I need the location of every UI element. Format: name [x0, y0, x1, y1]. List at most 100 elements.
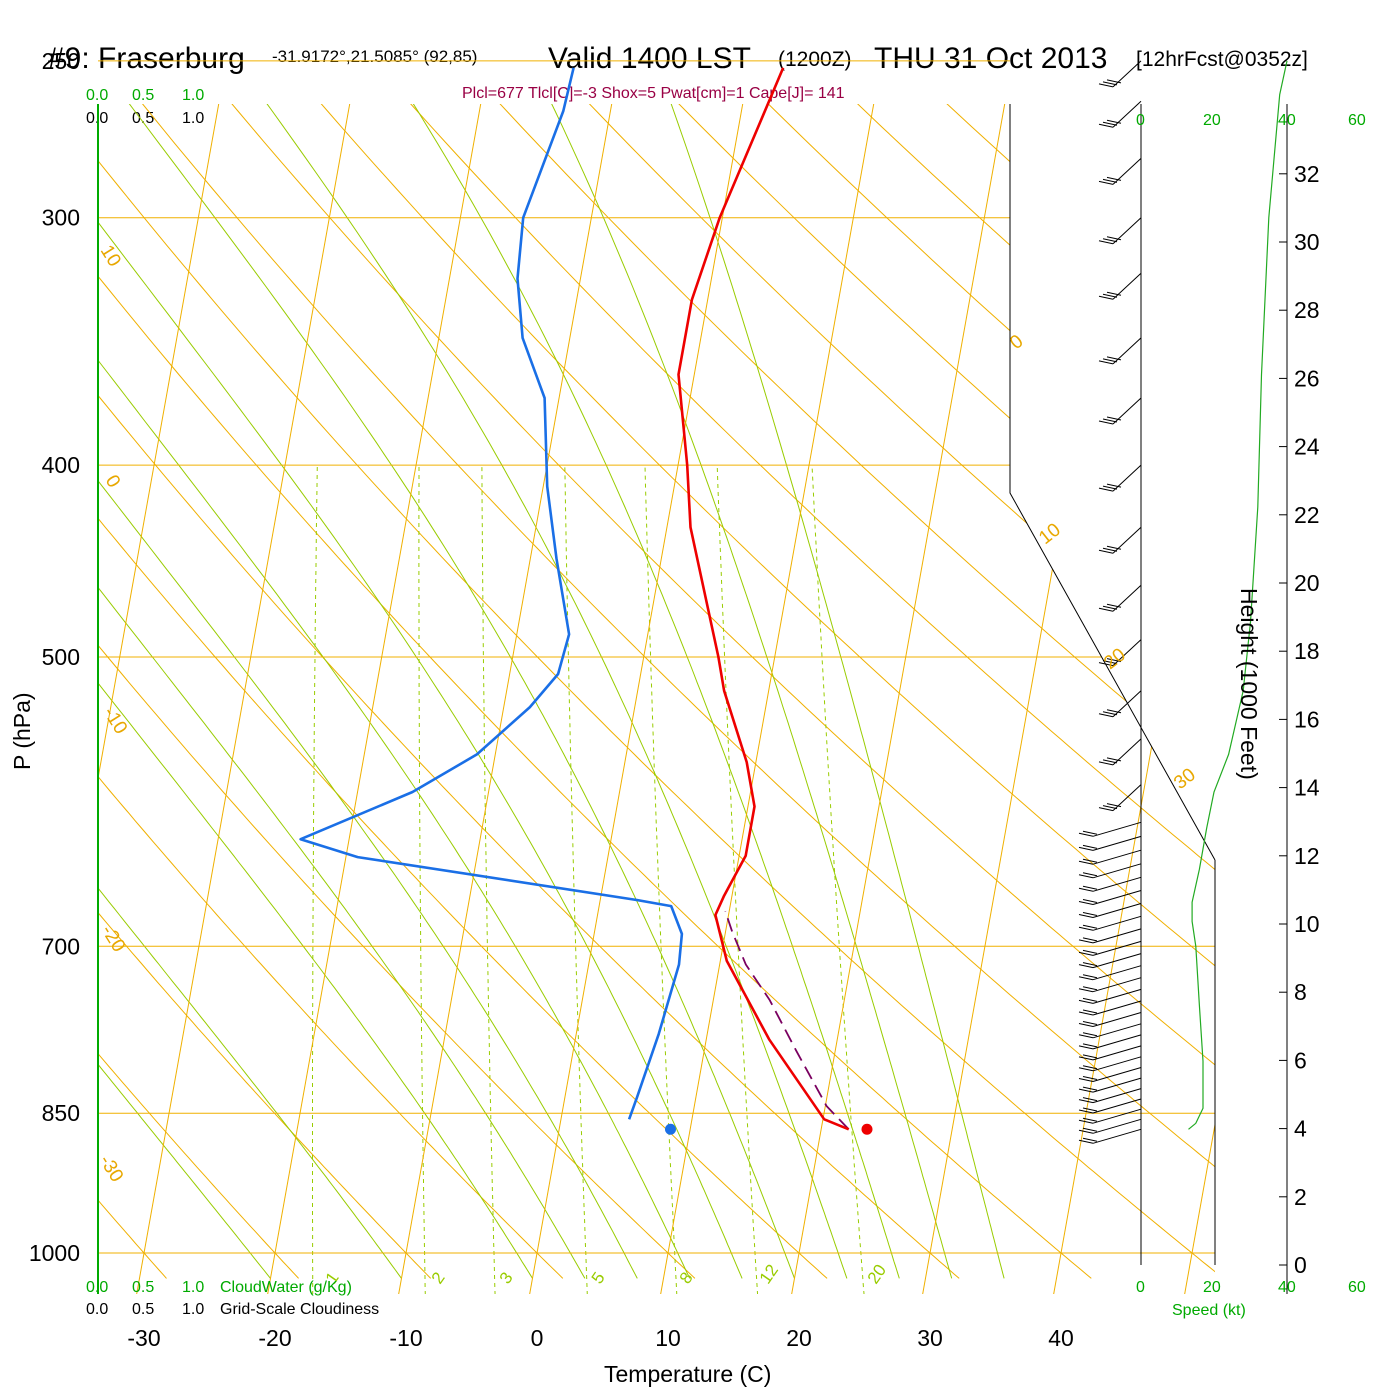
- dry-adiabat-line: [0, 26, 34, 1279]
- temperature-tick-label: 20: [786, 1325, 812, 1351]
- barb-flag: [1102, 660, 1118, 665]
- isotherm-label: 30: [1170, 764, 1200, 794]
- wind-barb: [1078, 953, 1142, 969]
- moist-adiabat-line: [98, 104, 743, 1279]
- barb-flag: [1106, 757, 1122, 762]
- barb-flag: [1082, 1117, 1098, 1122]
- height-tick-label: 30: [1294, 229, 1320, 255]
- barb-flag: [1078, 1119, 1094, 1124]
- barb-staff: [1112, 337, 1142, 365]
- barb-staff: [1092, 1098, 1142, 1114]
- scale-bottom-green-1: 0.5: [132, 1279, 154, 1296]
- height-tick-label: 10: [1294, 911, 1320, 937]
- barb-flag: [1082, 912, 1098, 916]
- height-tick-label: 12: [1294, 843, 1320, 869]
- dry-adiabat-line: [253, 104, 1215, 1279]
- wind-barb: [1098, 639, 1142, 667]
- barb-flag: [1078, 1023, 1094, 1027]
- barb-staff: [1112, 272, 1142, 300]
- barb-flag: [1082, 1086, 1098, 1091]
- pressure-tick-label: 250: [42, 48, 80, 74]
- isotherm-label: 0: [1006, 331, 1027, 354]
- scale-top-green-1: 0.5: [132, 87, 154, 104]
- wind-barb: [1078, 928, 1142, 944]
- height-tick-label: 14: [1294, 775, 1320, 801]
- scale-top-green-2: 1.0: [182, 87, 204, 104]
- barb-flag: [1082, 1043, 1098, 1048]
- barb-flag: [1082, 924, 1098, 929]
- barb-flag: [1098, 662, 1114, 667]
- barb-flag: [1078, 1056, 1094, 1061]
- temperature-tick-label: -30: [127, 1325, 160, 1351]
- barb-staff: [1092, 1077, 1142, 1093]
- wind-barb: [1098, 158, 1142, 185]
- y-axis-label: P (hPa): [9, 692, 35, 770]
- isotherm-label: -20: [97, 922, 129, 956]
- wind-barb: [1078, 1045, 1142, 1061]
- barb-staff: [1092, 890, 1142, 905]
- temperature-tick-label: 0: [531, 1325, 544, 1351]
- barb-flag: [1078, 901, 1094, 905]
- cloud-scale-bottom: 0.0 0.5 1.0 CloudWater (g/Kg) 0.0 0.5 1.…: [86, 1279, 379, 1318]
- barb-flag: [1078, 1011, 1094, 1016]
- pressure-level-lines: [98, 60, 1215, 1254]
- barb-flag: [1102, 238, 1118, 243]
- height-tick-label: 24: [1294, 434, 1320, 460]
- barb-flag: [1098, 83, 1114, 88]
- barb-flag: [1098, 123, 1114, 128]
- parcel-path: [724, 910, 850, 1130]
- wind-barb: [1078, 1077, 1142, 1093]
- barb-staff: [1092, 1108, 1142, 1124]
- barb-flag: [1098, 295, 1114, 300]
- dry-adiabat-line: [98, 104, 299, 1279]
- mixing-ratio-lines: 1 2 3 5 8 12 20: [312, 465, 890, 1294]
- barb-flag: [1106, 119, 1122, 124]
- pressure-tick-label: 300: [42, 205, 80, 231]
- dry-adiabat-line: [863, 104, 1215, 1279]
- moist-adiabat-line: [209, 104, 848, 1279]
- mixing-ratio-line: [564, 465, 588, 1294]
- barb-flag: [1078, 939, 1094, 944]
- isotherm-line: [529, 104, 758, 1294]
- barb-flag: [1102, 178, 1118, 183]
- dewpoint-profile: [299, 67, 684, 1120]
- wind-barb: [1098, 690, 1142, 718]
- barb-flag: [1078, 1099, 1094, 1104]
- wind-barb: [1078, 1067, 1142, 1082]
- moist-adiabat-line: [98, 104, 795, 1279]
- wind-barb: [1098, 584, 1142, 612]
- barb-staff: [1112, 397, 1142, 425]
- barb-flag: [1078, 1067, 1094, 1072]
- wind-speed-line: [1188, 60, 1288, 1130]
- wind-barb: [1078, 988, 1142, 1004]
- barb-flag: [1082, 899, 1098, 903]
- barb-staff: [1112, 60, 1142, 88]
- height-tick-label: 16: [1294, 706, 1320, 732]
- barb-flag: [1078, 860, 1094, 865]
- barb-flag: [1078, 964, 1094, 969]
- barb-flag: [1082, 858, 1098, 863]
- barb-staff: [1092, 928, 1142, 944]
- barb-flag: [1102, 81, 1118, 86]
- height-tick-label: 20: [1294, 570, 1320, 596]
- forecast-info: [12hrFcst@0352z]: [1136, 48, 1308, 71]
- barb-flag: [1082, 949, 1098, 954]
- wind-barb: [1098, 784, 1142, 812]
- speed-scale-top: 0 20 40 60: [1136, 112, 1366, 129]
- barb-staff: [1092, 1034, 1142, 1050]
- barb-flag: [1106, 416, 1122, 421]
- plot-frame: [1009, 104, 1216, 861]
- height-axis-label: Height (1000 Feet): [1236, 588, 1262, 780]
- wind-barb: [1098, 464, 1142, 492]
- moist-adiabat-line: [512, 104, 953, 1279]
- barb-flag: [1078, 988, 1094, 993]
- dry-adiabat-line: [98, 104, 1092, 1279]
- wind-barb: [1098, 60, 1142, 88]
- barb-flag: [1082, 974, 1098, 979]
- wind-barb: [1078, 821, 1142, 837]
- barb-flag: [1098, 607, 1114, 612]
- dry-adiabat-line: [98, 104, 1215, 1279]
- barb-staff: [1092, 1023, 1142, 1039]
